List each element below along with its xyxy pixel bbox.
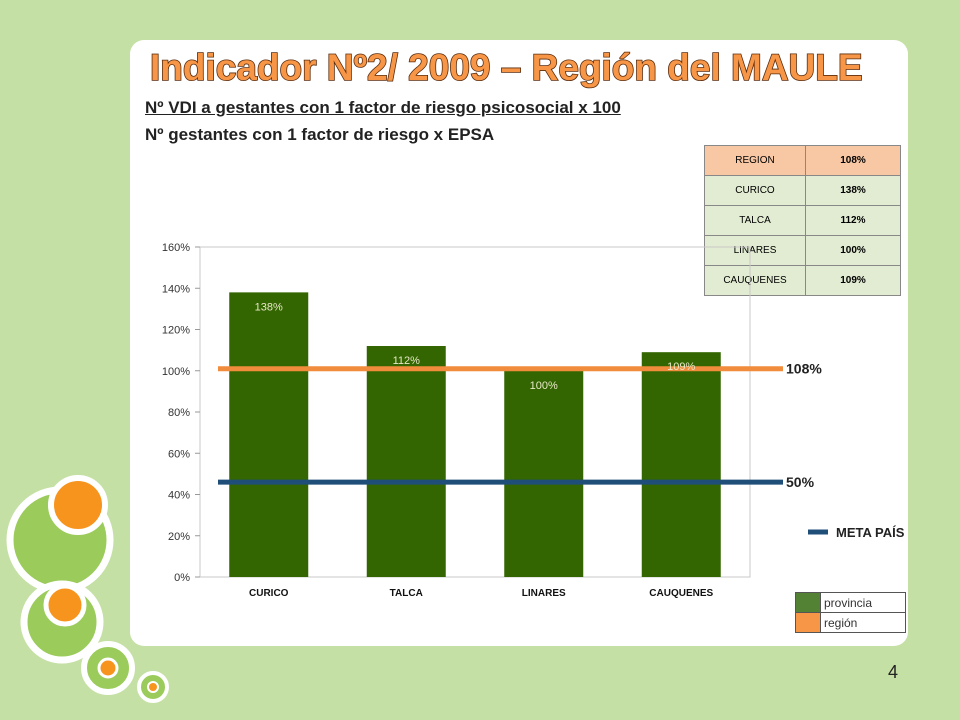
slide-title-text: Indicador Nº2/ 2009 – Región del MAULE bbox=[150, 47, 863, 88]
y-tick-label: 80% bbox=[168, 407, 190, 419]
x-tick-label: CAUQUENES bbox=[649, 588, 713, 599]
data-label: 112% bbox=[393, 355, 421, 367]
region-table-cell-name: TALCA bbox=[704, 205, 806, 236]
y-tick-label: 140% bbox=[162, 283, 190, 295]
region-table-cell-name: LINARES bbox=[704, 235, 806, 266]
deco-circle-orange-2 bbox=[43, 583, 87, 627]
legend-swatch-provincia bbox=[795, 592, 821, 613]
region-table-header-name: REGION bbox=[704, 145, 806, 176]
x-tick-label: CURICO bbox=[249, 588, 289, 599]
y-tick-label: 100% bbox=[162, 366, 190, 378]
legend: provincia región bbox=[795, 592, 906, 633]
deco-circle-orange-4 bbox=[147, 681, 159, 693]
deco-circle-orange-1 bbox=[48, 475, 108, 535]
reference-line-label: 108% bbox=[786, 361, 822, 377]
x-tick-label: TALCA bbox=[390, 588, 423, 599]
formula-denominator: Nº gestantes con 1 factor de riesgo x EP… bbox=[145, 125, 495, 144]
legend-label: provincia bbox=[820, 592, 906, 613]
data-label: 100% bbox=[530, 380, 558, 392]
region-table-cell-name: CAUQUENES bbox=[704, 265, 806, 296]
region-table-cell-value: 112% bbox=[805, 205, 901, 236]
slide-title: Indicador Nº2/ 2009 – Región del MAULE bbox=[150, 46, 863, 89]
y-tick-label: 20% bbox=[168, 531, 190, 543]
page-number: 4 bbox=[888, 662, 899, 682]
y-tick-label: 0% bbox=[174, 572, 190, 584]
data-label: 138% bbox=[255, 301, 283, 313]
table-row: TALCA 112% bbox=[704, 205, 901, 236]
legend-item: región bbox=[795, 612, 906, 633]
region-table-cell-value: 138% bbox=[805, 175, 901, 206]
table-row: LINARES 100% bbox=[704, 235, 901, 266]
region-table-cell-value: 109% bbox=[805, 265, 901, 296]
y-tick-label: 40% bbox=[168, 490, 190, 502]
data-label: 109% bbox=[667, 361, 695, 373]
legend-item: provincia bbox=[795, 592, 906, 613]
region-table-header-value: 108% bbox=[805, 145, 901, 176]
legend-swatch-region bbox=[795, 612, 821, 633]
legend-label: región bbox=[820, 612, 906, 633]
region-table-header-row: REGION 108% bbox=[704, 145, 901, 176]
bar bbox=[229, 292, 309, 577]
deco-circle-orange-3 bbox=[97, 657, 119, 679]
y-tick-label: 120% bbox=[162, 325, 190, 337]
region-table-cell-name: CURICO bbox=[704, 175, 806, 206]
table-row: CAUQUENES 109% bbox=[704, 265, 901, 296]
formula-numerator: Nº VDI a gestantes con 1 factor de riesg… bbox=[145, 98, 621, 117]
reference-line-label: 50% bbox=[786, 474, 815, 490]
bar bbox=[504, 370, 584, 577]
meta-legend-label: META PAÍS bbox=[836, 525, 905, 540]
bar bbox=[641, 352, 721, 577]
table-row: CURICO 138% bbox=[704, 175, 901, 206]
region-table: REGION 108% CURICO 138% TALCA 112% LINAR… bbox=[704, 145, 901, 296]
y-tick-label: 160% bbox=[162, 242, 190, 254]
bar bbox=[366, 346, 446, 577]
y-tick-label: 60% bbox=[168, 448, 190, 460]
x-tick-label: LINARES bbox=[522, 588, 566, 599]
region-table-cell-value: 100% bbox=[805, 235, 901, 266]
